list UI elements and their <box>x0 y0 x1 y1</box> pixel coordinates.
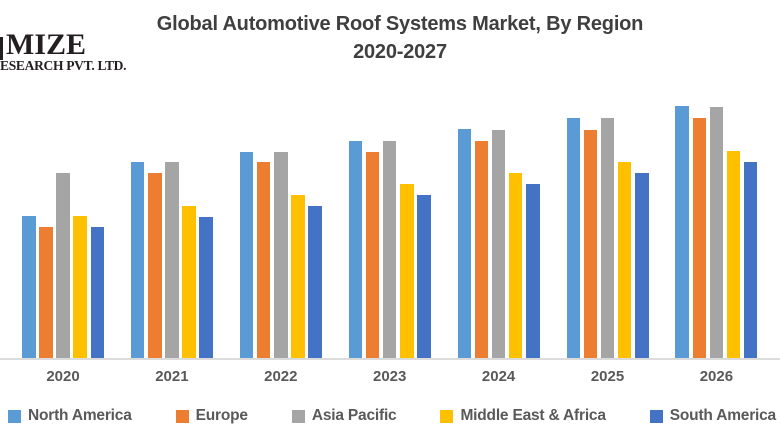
chart-title: Global Automotive Roof Systems Market, B… <box>110 10 690 66</box>
bar-north-america-2026 <box>675 106 689 358</box>
bar-south-america-2026 <box>743 162 758 358</box>
legend-item-asia-pacific: Asia Pacific <box>291 407 397 425</box>
bar-south-america-2024 <box>526 184 540 358</box>
bar-middle-east-africa-2025 <box>617 162 632 358</box>
bar-south-america-2023 <box>417 195 431 358</box>
maximize-research-logo: MIZE ESEARCH PVT. LTD. <box>0 0 126 90</box>
bar-asia-pacific-2026 <box>709 107 724 358</box>
bar-north-america-2023 <box>348 141 363 358</box>
legend-label-north-america: North America <box>28 407 132 424</box>
bar-group-2021 <box>130 162 213 358</box>
bar-group-2024 <box>457 129 540 358</box>
bar-europe-2022 <box>256 162 271 358</box>
legend-item-north-america: North America <box>8 407 132 425</box>
bar-group-2022 <box>239 152 322 358</box>
bar-group-2025 <box>566 118 649 358</box>
bar-middle-east-africa-2026 <box>726 151 741 358</box>
bar-north-america-2024 <box>457 129 472 358</box>
bar-south-america-2020 <box>90 227 104 358</box>
bar-north-america-2021 <box>130 162 145 358</box>
legend-item-south-america: South America <box>649 407 776 425</box>
x-axis-line <box>0 358 780 360</box>
bar-asia-pacific-2021 <box>165 162 179 358</box>
bar-asia-pacific-2022 <box>274 152 288 358</box>
chart-title-line2: 2020-2027 <box>353 41 447 63</box>
bar-asia-pacific-2024 <box>491 130 506 358</box>
bar-europe-2026 <box>692 118 707 358</box>
logo-cropped-letter-fragment <box>0 37 3 60</box>
bar-middle-east-africa-2023 <box>400 184 414 358</box>
legend-label-middle-east-africa: Middle East & Africa <box>460 407 606 424</box>
legend-swatch-middle-east-africa <box>440 409 454 423</box>
logo-text-line1: MIZE <box>6 28 87 61</box>
chart-title-line1: Global Automotive Roof Systems Market, B… <box>156 13 644 35</box>
bar-south-america-2021 <box>199 217 213 358</box>
bar-asia-pacific-2025 <box>600 118 615 358</box>
legend-item-europe: Europe <box>175 407 248 425</box>
bar-europe-2025 <box>583 130 598 358</box>
x-axis-labels: 2020 2021 2022 2023 2024 2025 2026 <box>0 368 780 390</box>
bar-europe-2024 <box>474 141 489 358</box>
legend-item-middle-east-africa: Middle East & Africa <box>440 407 606 425</box>
legend-label-asia-pacific: Asia Pacific <box>311 407 397 424</box>
bar-group-2026 <box>675 106 758 358</box>
bar-europe-2020 <box>39 227 53 358</box>
bar-middle-east-africa-2021 <box>182 206 196 358</box>
bar-middle-east-africa-2022 <box>291 195 305 358</box>
legend-swatch-europe <box>175 409 189 423</box>
bar-asia-pacific-2023 <box>382 141 397 358</box>
legend-swatch-south-america <box>649 409 663 423</box>
bar-group-2020 <box>22 173 104 358</box>
chart-legend: North America Europe Asia Pacific Middle Ea… <box>8 407 776 425</box>
bar-north-america-2025 <box>566 118 580 358</box>
bar-middle-east-africa-2020 <box>73 216 87 358</box>
bar-north-america-2020 <box>22 216 36 358</box>
legend-swatch-north-america <box>8 409 21 423</box>
x-axis-label-2022: 2022 <box>264 368 298 385</box>
x-axis-label-2024: 2024 <box>481 368 516 385</box>
bar-group-2023 <box>348 141 431 358</box>
bar-asia-pacific-2020 <box>56 173 70 358</box>
bar-south-america-2022 <box>308 206 322 358</box>
bar-middle-east-africa-2024 <box>508 173 523 358</box>
legend-swatch-asia-pacific <box>291 409 305 423</box>
bar-europe-2021 <box>148 173 162 358</box>
bar-north-america-2022 <box>239 152 254 358</box>
bar-south-america-2025 <box>635 173 649 358</box>
legend-label-south-america: South America <box>669 407 776 424</box>
x-axis-label-2023: 2023 <box>373 368 407 385</box>
x-axis-label-2021: 2021 <box>155 368 189 385</box>
x-axis-label-2020: 2020 <box>46 368 80 385</box>
logo-text-line2: ESEARCH PVT. LTD. <box>0 58 127 73</box>
x-axis-label-2025: 2025 <box>590 368 625 385</box>
bar-europe-2023 <box>365 152 380 358</box>
legend-label-europe: Europe <box>195 407 248 424</box>
x-axis-label-2026: 2026 <box>699 368 734 385</box>
plot-area <box>22 106 758 358</box>
